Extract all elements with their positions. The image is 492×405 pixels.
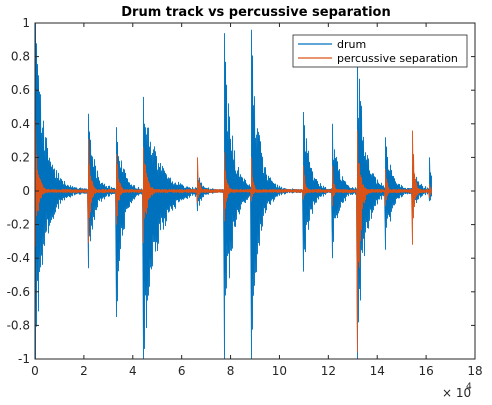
y-tick-label-9: 0.8 [11, 50, 30, 64]
y-tick-label-3: -0.4 [7, 251, 30, 265]
x-tick-label-0: 0 [31, 364, 39, 378]
chart-title: Drum track vs percussive separation [121, 5, 390, 20]
y-tick-label-6: 0.2 [11, 150, 30, 164]
y-tick-label-2: -0.6 [7, 285, 30, 299]
x-exponent-power: 4 [466, 382, 472, 392]
x-tick-label-7: 14 [370, 364, 385, 378]
x-tick-label-6: 12 [321, 364, 336, 378]
y-tick-label-5: 0 [22, 184, 30, 198]
x-tick-label-2: 4 [129, 364, 137, 378]
x-tick-label-1: 2 [80, 364, 88, 378]
y-tick-label-7: 0.4 [11, 117, 30, 131]
legend-label-drum: drum [337, 38, 366, 51]
legend-label-percussive-separation: percussive separation [337, 52, 458, 65]
x-tick-label-5: 10 [272, 364, 287, 378]
y-tick-label-0: -1 [18, 352, 30, 366]
x-tick-label-9: 18 [467, 364, 482, 378]
x-tick-label-3: 6 [178, 364, 186, 378]
y-tick-label-8: 0.6 [11, 83, 30, 97]
x-tick-label-4: 8 [227, 364, 235, 378]
y-tick-label-4: -0.2 [7, 218, 30, 232]
x-tick-label-8: 16 [418, 364, 433, 378]
y-tick-label-10: 1 [22, 16, 30, 30]
y-tick-label-1: -0.8 [7, 318, 30, 332]
legend: drum percussive separation [293, 35, 467, 67]
